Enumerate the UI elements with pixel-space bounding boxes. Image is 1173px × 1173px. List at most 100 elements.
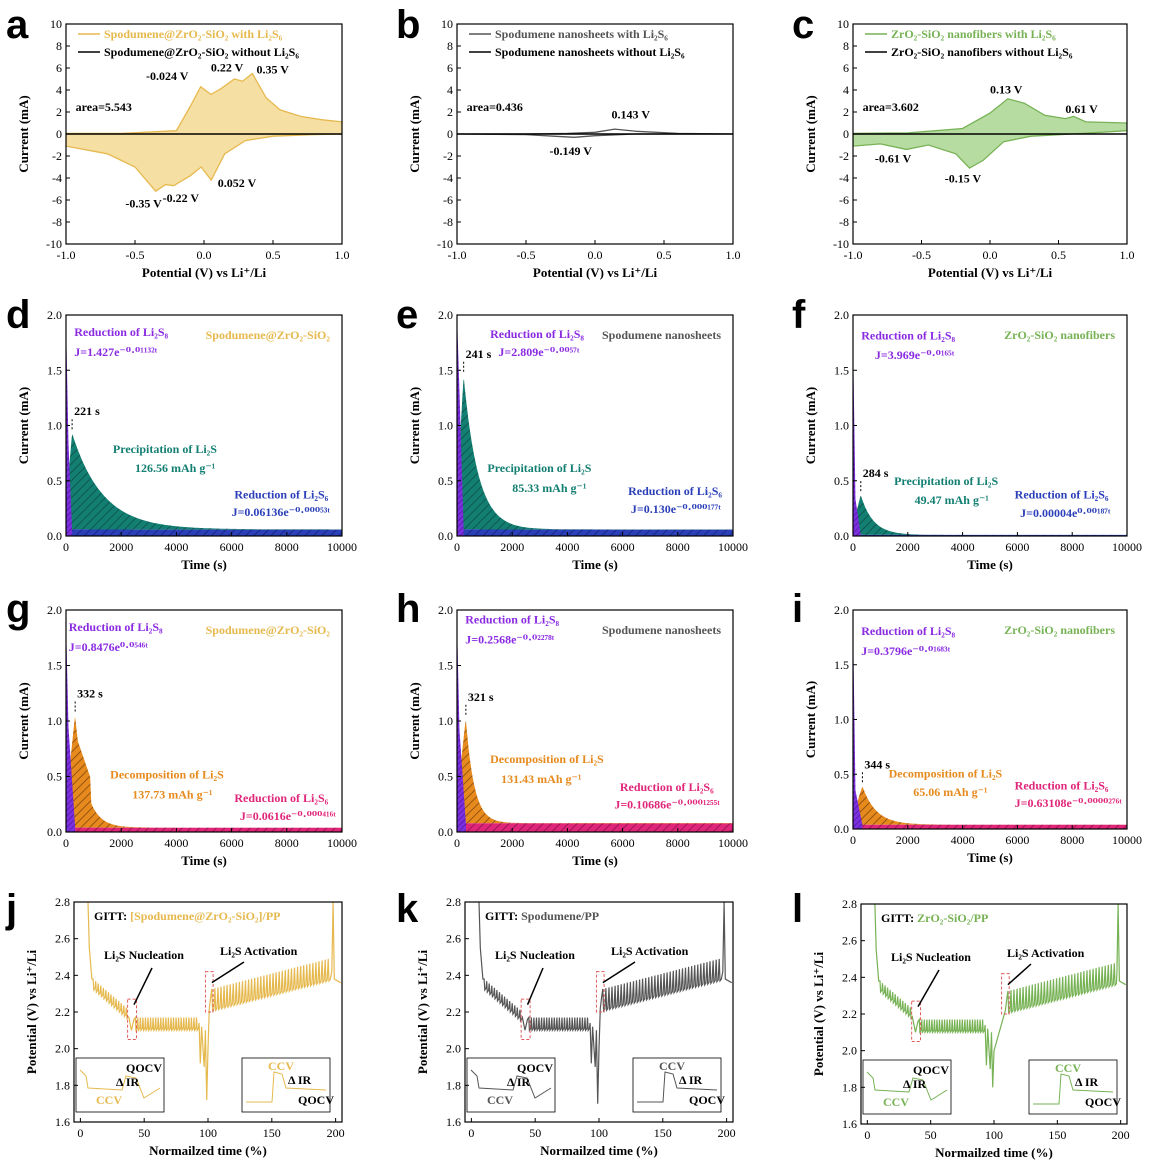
inset-left — [75, 1057, 165, 1113]
y-tick-label: 8 — [843, 39, 849, 53]
x-tick-label: 4000 — [951, 833, 975, 847]
x-tick-label: 0 — [850, 540, 856, 554]
panel-e: e 241 s Spodumene nanosheets Reduction of L… — [396, 293, 748, 572]
y-tick-label: 0 — [56, 127, 62, 141]
y-axis-label: Current (mA) — [407, 387, 422, 464]
y-tick-label: 1.6 — [55, 1115, 70, 1129]
inset-ccv: CCV — [883, 1095, 909, 1109]
region-label: J=3.969e⁻⁰·⁰¹⁶⁵ᵗ — [875, 348, 955, 362]
y-axis-label: Potential (V) vs Li⁺/Li — [811, 952, 826, 1077]
panel-letter: i — [792, 587, 803, 631]
peak-label: -0.22 V — [163, 191, 200, 205]
y-tick-label: 2.0 — [47, 308, 62, 322]
inset-delta-ir: Δ IR — [903, 1077, 927, 1091]
plot-area — [853, 98, 1127, 169]
sample-title: ZrO₂-SiO₂ nanofibers — [1004, 328, 1115, 342]
panel-letter: h — [396, 587, 420, 631]
inset-right — [1028, 1059, 1118, 1115]
li2s8-region — [457, 621, 466, 832]
peak-label: -0.15 V — [945, 171, 982, 185]
nucleation-label: Li₂S Nucleation — [104, 948, 184, 962]
inset-delta-ir: Δ IR — [288, 1073, 312, 1087]
y-tick-label: 0 — [843, 127, 849, 141]
region-label: Precipitation of Li₂S — [487, 461, 591, 475]
gitt-sample-name: Spodumene/PP — [521, 909, 599, 923]
y-tick-label: -2 — [443, 149, 453, 163]
tail-region — [66, 529, 342, 536]
region-label: Reduction of Li₂S₆ — [1015, 487, 1109, 501]
sample-title: ZrO₂-SiO₂ nanofibers — [1004, 623, 1115, 637]
region-label: Reduction of Li₂S₈ — [74, 325, 168, 339]
y-tick-label: 4 — [447, 83, 453, 97]
li2s8-region — [853, 337, 861, 536]
x-tick-label: 200 — [1112, 1128, 1130, 1142]
x-axis-label: Potential (V) vs Li⁺/Li — [533, 265, 658, 280]
y-tick-label: -6 — [443, 193, 453, 207]
cv-curve — [66, 72, 342, 193]
precipitation-region — [66, 434, 342, 530]
x-tick-label: 10000 — [1112, 540, 1142, 554]
y-tick-label: 1.5 — [47, 363, 62, 377]
y-axis-label: Current (mA) — [407, 95, 422, 172]
peak-label: 0.61 V — [1065, 102, 1098, 116]
peak-time-label: 241 s — [466, 347, 492, 361]
x-tick-label: 6000 — [611, 540, 635, 554]
panel-d: d 221 s Spodumene@ZrO₂-SiO₂ Reduction of Li… — [6, 293, 357, 572]
inset-qocv: QOCV — [913, 1063, 949, 1077]
y-tick-label: -4 — [52, 171, 62, 185]
gitt-sample-name: ZrO₂-SiO₂/PP — [917, 911, 988, 925]
inset-delta-ir: Δ IR — [116, 1075, 140, 1089]
y-tick-label: 2 — [56, 105, 62, 119]
legend-label-without: Spodumene@ZrO₂-SiO₂ without Li₂S₆ — [104, 45, 299, 59]
y-tick-label: 2.8 — [446, 895, 461, 909]
tail-region — [853, 824, 1127, 829]
x-tick-label: 8000 — [275, 836, 299, 850]
region-label: Decomposition of Li₂S — [490, 752, 604, 766]
plot-area — [457, 128, 733, 138]
y-tick-label: 10 — [50, 17, 62, 31]
tail-region — [66, 827, 342, 832]
y-tick-label: 10 — [837, 17, 849, 31]
x-tick-label: 10000 — [718, 836, 748, 850]
y-tick-label: 1.5 — [834, 658, 849, 672]
peak-label: 0.35 V — [256, 63, 289, 77]
region-label: Decomposition of Li₂S — [889, 767, 1003, 781]
y-tick-label: 1.0 — [834, 713, 849, 727]
y-tick-label: 2.4 — [55, 968, 70, 982]
x-tick-label: 0 — [63, 540, 69, 554]
region-label: J=0.10686e⁻⁰·⁰⁰⁰¹²⁵⁵ᵗ — [614, 798, 720, 812]
y-axis-label: Current (mA) — [16, 682, 31, 759]
inset-right-curve — [637, 1071, 718, 1103]
x-tick-label: 100 — [985, 1128, 1003, 1142]
y-tick-label: 0.5 — [834, 474, 849, 488]
y-tick-label: 2.6 — [842, 934, 857, 948]
y-tick-label: -8 — [443, 215, 453, 229]
y-tick-label: 0.0 — [438, 825, 453, 839]
gitt-curve — [87, 902, 342, 1101]
x-tick-label: 0 — [454, 836, 460, 850]
inset-ccv: CCV — [659, 1059, 685, 1073]
y-axis-label: Current (mA) — [803, 387, 818, 464]
inset-ccv: CCV — [487, 1093, 513, 1107]
inset-delta-ir: Δ IR — [1075, 1075, 1099, 1089]
y-tick-label: 4 — [843, 83, 849, 97]
inset-delta-ir: Δ IR — [507, 1075, 531, 1089]
x-tick-label: -1.0 — [448, 248, 467, 262]
legend-label-without: Spodumene nanosheets without Li₂S₆ — [495, 45, 685, 59]
x-tick-label: 0 — [850, 833, 856, 847]
y-tick-label: -10 — [437, 237, 453, 251]
x-tick-label: 150 — [263, 1126, 281, 1140]
region-label: Reduction of Li₂S₈ — [861, 624, 955, 638]
panel-i: i 344 s ZrO₂-SiO₂ nanofibers Reduction of L… — [792, 587, 1142, 865]
y-tick-label: 1.0 — [438, 419, 453, 433]
x-axis-label: Normailzed time (%) — [935, 1145, 1053, 1160]
x-tick-label: 100 — [590, 1126, 608, 1140]
y-tick-label: 1.6 — [842, 1117, 857, 1131]
li2s8-region — [853, 620, 863, 829]
panel-letter: j — [5, 887, 17, 931]
y-axis-label: Current (mA) — [803, 681, 818, 758]
x-tick-label: 150 — [654, 1126, 672, 1140]
x-tick-label: 10000 — [718, 540, 748, 554]
region-label: 65.06 mAh g⁻¹ — [913, 785, 988, 799]
peak-label: 0.13 V — [990, 82, 1023, 96]
